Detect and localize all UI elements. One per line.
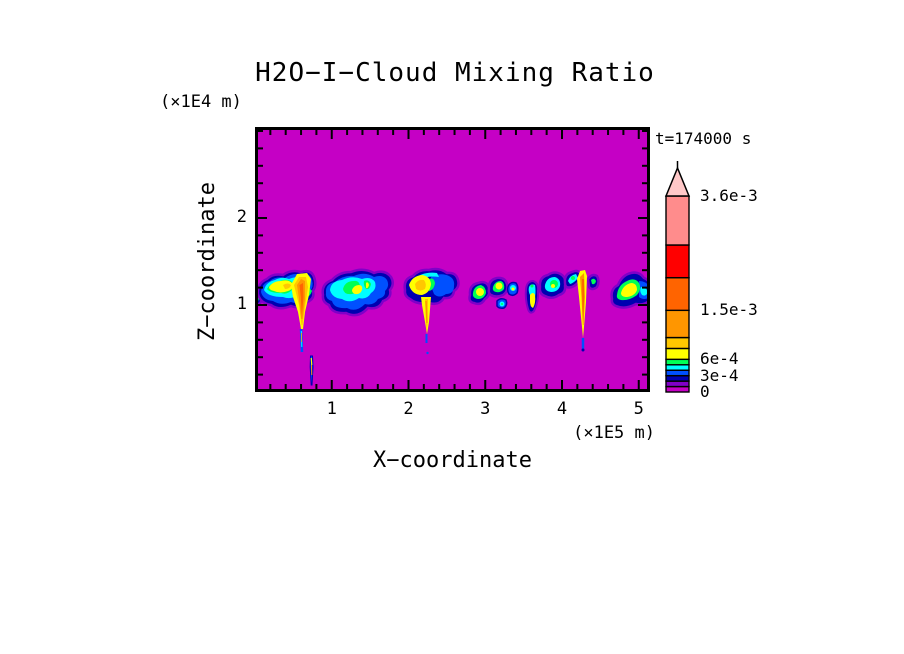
colorbar-tick-label: 1.5e-3	[700, 300, 758, 320]
colorbar-segment	[665, 244, 690, 279]
colorbar-segment	[665, 374, 690, 382]
cloud-a	[256, 269, 317, 386]
x-tick-label: 1	[326, 399, 337, 419]
x-tick-label: 2	[403, 399, 414, 419]
cloud-b	[321, 268, 394, 317]
x-axis-title: X−coordinate	[373, 448, 532, 473]
cloud-c	[403, 267, 460, 355]
x-tick-label: 3	[480, 399, 491, 419]
colorbar-segment	[665, 380, 690, 388]
colorbar-tick-label: 3e-4	[700, 365, 739, 385]
x-tick-label: 4	[556, 399, 568, 419]
time-annotation: t=174000 s	[655, 129, 752, 148]
y-tick-label: 1	[236, 294, 247, 314]
plot-background	[255, 127, 650, 392]
colorbar-segment	[665, 276, 690, 312]
colorbar-segment	[665, 358, 690, 366]
cloud-e	[506, 281, 519, 297]
colorbar-segment	[665, 364, 690, 371]
chart-title: H2O−I−Cloud Mixing Ratio	[255, 58, 655, 88]
axis-ticks	[258, 130, 647, 389]
cloud-g-shaft	[563, 269, 600, 352]
y-axis-title: Z−coordinate	[195, 182, 220, 341]
colorbar-tick-label: 0	[700, 382, 710, 401]
x-tick-label: 5	[633, 399, 644, 419]
colorbar-tick-label: 3.6e-3	[700, 186, 758, 205]
colorbar-segment	[665, 347, 690, 361]
colorbar-segment	[665, 385, 690, 393]
y-tick-label: 2	[236, 207, 247, 227]
plot-border	[255, 127, 650, 392]
cloud-d-cluster	[468, 276, 509, 309]
colorbar-segment	[665, 195, 690, 246]
cloud-g	[538, 271, 567, 299]
colorbar	[664, 161, 691, 393]
colorbar-segment	[665, 309, 690, 339]
x-axis-unit: (×1E5 m)	[573, 423, 655, 443]
colorbar-segment	[665, 336, 690, 350]
cloud-f	[524, 279, 540, 314]
contour-plot	[255, 127, 650, 392]
colorbar-overflow-arrow	[664, 166, 691, 197]
colorbar-segment	[665, 369, 690, 377]
colorbar-tick-label: 6e-4	[700, 349, 739, 369]
y-axis-unit: (×1E4 m)	[160, 92, 242, 112]
